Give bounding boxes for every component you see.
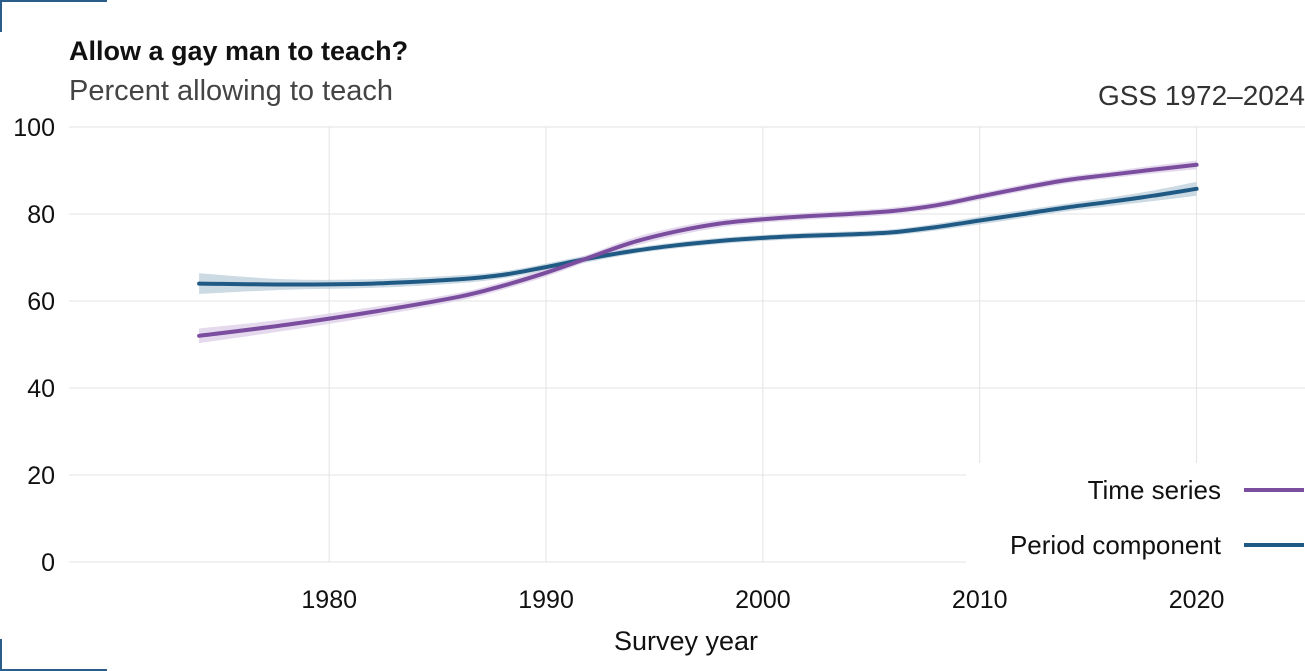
chart-caption: GSS 1972–2024 [1097, 80, 1305, 111]
x-tick-label: 2020 [1169, 586, 1225, 614]
y-tick-label: 60 [27, 288, 55, 316]
x-tick-label: 2010 [952, 586, 1008, 614]
corner-frame-bottom-left [0, 639, 107, 671]
y-tick-label: 80 [27, 201, 55, 229]
series-lines [197, 162, 1199, 338]
x-tick-label: 1980 [301, 586, 357, 614]
corner-frame-top-left [0, 0, 107, 32]
legend-label: Time series [1088, 475, 1221, 505]
y-tick-label: 20 [27, 462, 55, 490]
y-tick-label: 40 [27, 375, 55, 403]
x-tick-label: 2000 [735, 586, 791, 614]
x-axis-title: Survey year [614, 626, 758, 656]
legend-box [966, 463, 1305, 575]
y-tick-label: 100 [13, 114, 55, 142]
tick-labels: 0 20 40 60 80 100 1980 1990 2000 2010 2020 [13, 114, 1224, 614]
chart-subtitle: Percent allowing to teach [69, 75, 394, 107]
y-tick-label: 0 [41, 549, 55, 577]
legend-label: Period component [1010, 530, 1222, 560]
confidence-band [199, 181, 1197, 294]
x-tick-label: 1990 [518, 586, 574, 614]
series-line [197, 186, 1199, 287]
series-line [197, 162, 1199, 338]
chart-title: Allow a gay man to teach? [69, 36, 409, 66]
legend: Time series Period component [966, 463, 1305, 575]
